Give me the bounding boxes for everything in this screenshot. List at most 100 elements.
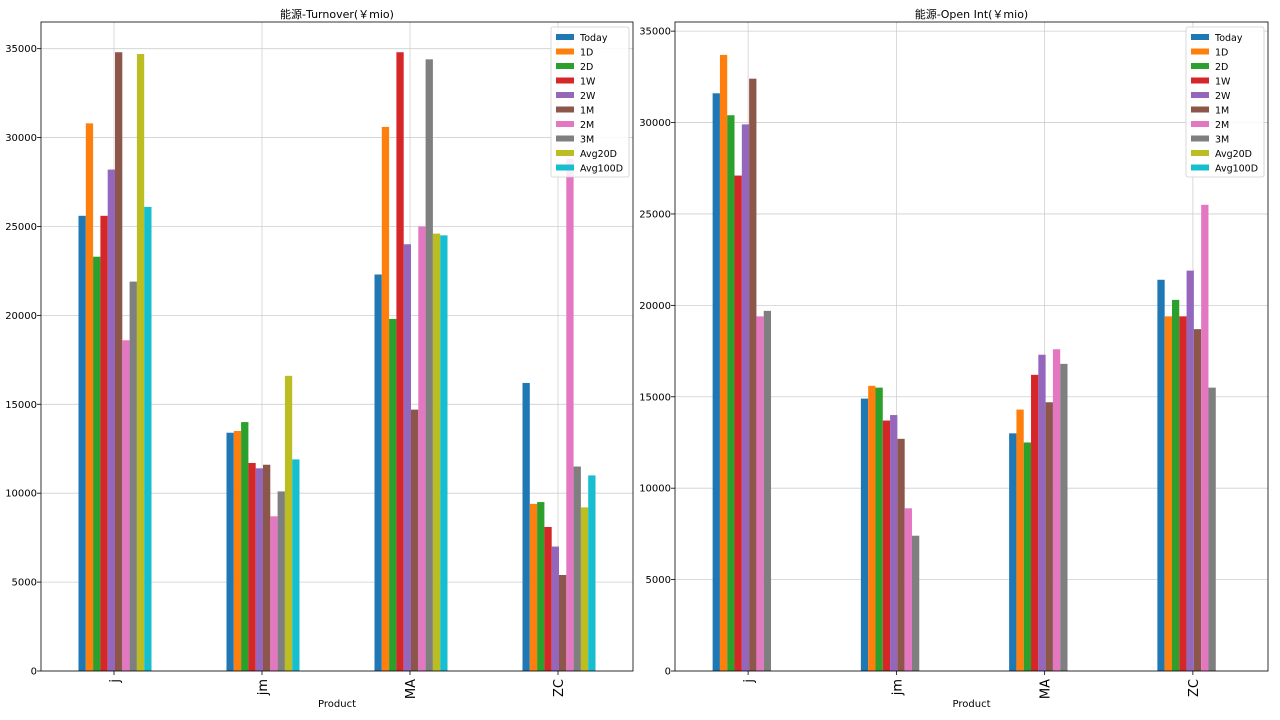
y-tick-label: 15000 (639, 392, 671, 403)
legend-swatch-Avg20D (1191, 150, 1209, 156)
bar-2D-j (93, 256, 101, 671)
bar-1W-ZC (1179, 316, 1187, 671)
y-tick-label: 20000 (5, 311, 37, 322)
legend-label-1M: 1M (1215, 106, 1229, 117)
legend-swatch-2M (1191, 121, 1209, 127)
legend-label-1W: 1W (580, 77, 596, 88)
bar-1D-jm (233, 430, 242, 671)
bar-1W-jm (882, 420, 891, 671)
bar-Today-MA (1009, 433, 1017, 671)
bar-1D-MA (381, 126, 390, 671)
bar-Avg20D-j (136, 54, 145, 671)
bar-1D-jm (868, 385, 876, 671)
legend-label-1M: 1M (580, 106, 594, 117)
x-tick-label: j (742, 679, 757, 684)
bar-Avg100D-j (144, 206, 152, 672)
y-tick-label: 10000 (639, 484, 671, 495)
bar-1M-ZC (559, 574, 567, 671)
y-tick-label: 5000 (12, 578, 37, 589)
bar-3M-MA (425, 59, 433, 672)
x-tick-label: j (108, 679, 123, 684)
bar-2M-j (756, 316, 764, 671)
legend-label-Avg100D: Avg100D (1215, 164, 1258, 175)
legend: Today 1D 2D 1W 2W 1M 2M 3M Avg20D Avg100D (1185, 26, 1265, 178)
bar-2W-ZC (1186, 270, 1194, 671)
legend-swatch-Avg20D (556, 150, 574, 156)
y-tick-label: 15000 (5, 400, 37, 411)
bar-2M-MA (418, 226, 426, 672)
bar-1W-MA (1031, 374, 1039, 671)
legend-label-1D: 1D (580, 48, 593, 59)
bar-3M-j (763, 310, 772, 671)
bar-1M-MA (411, 409, 419, 671)
bar-Today-j (78, 215, 86, 671)
bar-2W-j (107, 169, 115, 672)
bar-Avg20D-jm (284, 375, 293, 671)
bar-1D-MA (1016, 409, 1024, 671)
chart-title: 能源-Turnover(￥mio) (280, 7, 394, 21)
legend-swatch-1M (556, 106, 574, 113)
x-tick-label: MA (1039, 679, 1054, 699)
bar-2M-MA (1052, 349, 1061, 671)
y-tick-label: 10000 (5, 489, 37, 500)
x-tick-label: jm (256, 679, 271, 696)
bar-Today-MA (374, 274, 382, 671)
x-axis-label: Product (318, 699, 356, 710)
y-tick-label: 0 (31, 667, 37, 678)
bar-1M-MA (1045, 402, 1053, 671)
legend-swatch-Today (1191, 34, 1209, 40)
legend-label-2D: 2D (580, 62, 593, 73)
chart-panel-1: 0 5000 10000 15000 20000 25000 30000 35000 j jm MA… (5, 7, 634, 710)
y-tick-label: 25000 (5, 222, 37, 233)
bar-Avg20D-ZC (580, 507, 589, 671)
bar-Avg100D-jm (292, 459, 300, 671)
bar-2M-jm (270, 516, 278, 671)
legend-swatch-1W (556, 77, 574, 84)
bar-1D-ZC (529, 503, 538, 671)
y-tick-label: 5000 (646, 575, 671, 586)
bar-Today-j (712, 93, 720, 672)
y-tick-label: 0 (665, 667, 671, 678)
y-tick-label: 20000 (639, 301, 671, 312)
bar-2W-j (741, 124, 750, 672)
bar-Avg20D-MA (432, 233, 441, 671)
bar-2D-ZC (537, 502, 545, 671)
bar-1W-jm (248, 462, 256, 671)
x-axis-label: Product (953, 699, 991, 710)
y-tick-label: 35000 (5, 44, 37, 55)
bar-2D-j (727, 115, 735, 671)
bar-3M-j (129, 281, 137, 671)
bar-2M-j (122, 340, 130, 671)
legend-swatch-2D (556, 63, 574, 69)
y-tick-label: 30000 (5, 133, 37, 144)
plot-frame (674, 21, 1269, 672)
legend-swatch-1M (1191, 106, 1209, 113)
bar-2W-ZC (551, 546, 559, 671)
bar-1M-j (115, 52, 123, 671)
legend-label-3M: 3M (1215, 135, 1229, 146)
bar-2W-MA (403, 244, 411, 672)
bar-1D-ZC (1164, 316, 1172, 671)
legend-swatch-Today (556, 34, 574, 40)
legend-swatch-2M (556, 121, 574, 127)
bar-Today-ZC (1157, 279, 1165, 671)
bar-Avg100D-MA (440, 235, 448, 671)
legend-swatch-2W (556, 92, 574, 98)
plot-frame (40, 21, 634, 672)
bar-3M-MA (1060, 363, 1068, 671)
legend-label-1D: 1D (1215, 48, 1228, 59)
legend-label-Today: Today (1214, 33, 1243, 44)
bar-1D-j (85, 123, 94, 671)
legend-label-1W: 1W (1215, 77, 1231, 88)
legend-label-Avg20D: Avg20D (580, 149, 617, 160)
chart-panel-2: 0 5000 10000 15000 20000 25000 30000 35000 j jm MA… (639, 7, 1269, 710)
legend-swatch-2D (1191, 63, 1209, 69)
bar-2W-MA (1038, 354, 1046, 671)
bar-1W-ZC (544, 526, 552, 671)
bar-Today-jm (860, 398, 869, 671)
bar-2M-ZC (566, 158, 574, 671)
bar-3M-ZC (573, 466, 581, 671)
bar-1M-jm (263, 464, 271, 671)
legend-label-2W: 2W (580, 91, 596, 102)
